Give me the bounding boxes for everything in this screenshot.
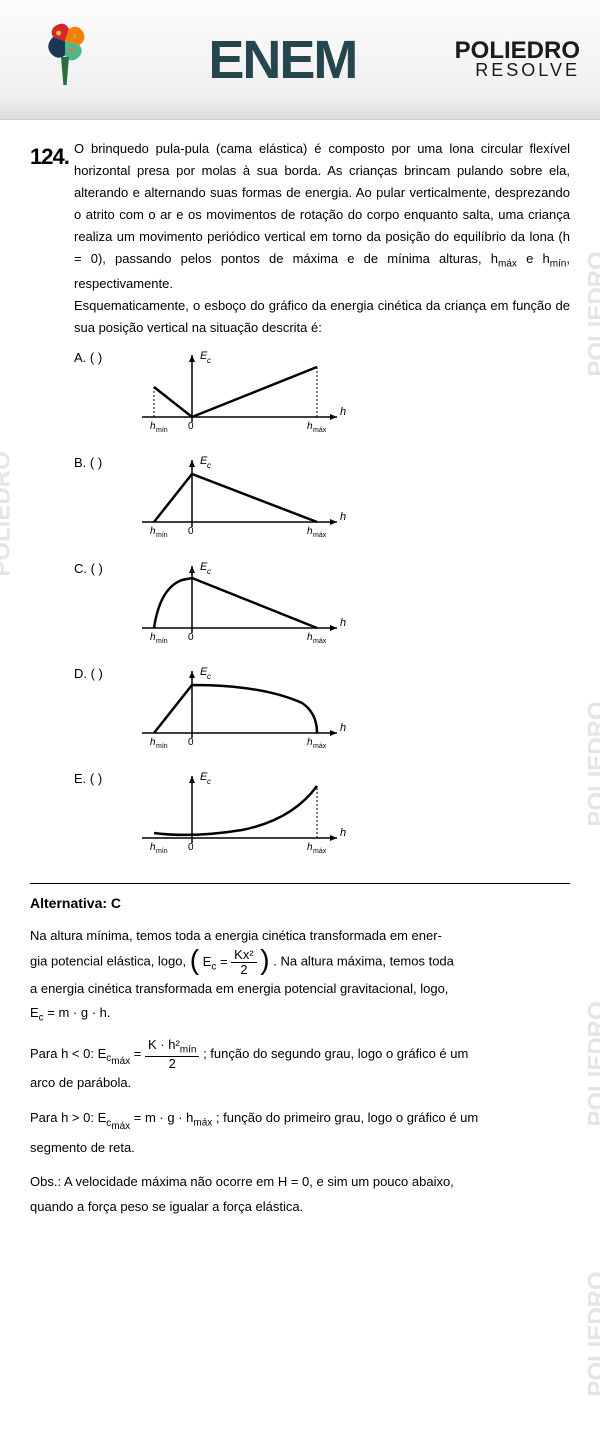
svg-text:c: c [207, 672, 211, 681]
option-c-label: C. ( ) [74, 558, 118, 580]
poliedro-logo: POLIEDRO RESOLVE [455, 40, 580, 80]
question-text1: O brinquedo pula-pula (cama elástica) é … [74, 141, 570, 266]
option-e-label: E. ( ) [74, 768, 118, 790]
option-e: E. ( ) Ec h hmín 0 hmáx [74, 768, 570, 865]
question-number: 124. [30, 138, 74, 339]
svg-text:máx: máx [313, 848, 327, 855]
watermark: POLIEDRO [583, 1271, 600, 1396]
svg-text:mín: mín [156, 743, 168, 750]
sub-max: máx [498, 259, 517, 270]
poliedro-bottom: RESOLVE [455, 62, 580, 79]
page-header: ENEM POLIEDRO RESOLVE [0, 0, 600, 120]
graph-b: Ec h hmín 0 hmáx [122, 452, 352, 549]
poliedro-top: POLIEDRO [455, 40, 580, 63]
content-area: 124. O brinquedo pula-pula (cama elástic… [0, 120, 600, 1254]
sub-min: mín [550, 259, 567, 270]
answer-p4: Obs.: A velocidade máxima não ocorre em … [30, 1170, 570, 1219]
option-a-label: A. ( ) [74, 347, 118, 369]
enem-logo: ENEM [110, 29, 455, 91]
svg-text:c: c [207, 567, 211, 576]
option-d-label: D. ( ) [74, 663, 118, 685]
svg-text:h: h [340, 511, 346, 523]
answer-p3: Para h > 0: Ecmáx = m · g · hmáx ; funçã… [30, 1106, 570, 1160]
svg-text:h: h [340, 827, 346, 839]
answer-title: Alternativa: C [30, 892, 570, 916]
svg-text:c: c [207, 461, 211, 470]
svg-text:0: 0 [188, 526, 194, 537]
svg-text:c: c [207, 356, 211, 365]
svg-text:0: 0 [188, 632, 194, 643]
svg-text:mín: mín [156, 427, 168, 434]
answer-p1: Na altura mínima, temos toda a energia c… [30, 924, 570, 1028]
option-b-label: B. ( ) [74, 452, 118, 474]
graph-a: Ec h hmín 0 hmáx [122, 347, 352, 444]
option-c: C. ( ) Ec h hmín 0 hmáx [74, 558, 570, 655]
graph-c: Ec h hmín 0 hmáx [122, 558, 352, 655]
graph-e: Ec h hmín 0 hmáx [122, 768, 352, 865]
question-body: O brinquedo pula-pula (cama elástica) é … [74, 138, 570, 339]
puzzle-logo-icon [20, 17, 110, 102]
svg-text:máx: máx [313, 638, 327, 645]
separator [30, 883, 570, 884]
svg-text:máx: máx [313, 532, 327, 539]
answer-block: Alternativa: C Na altura mínima, temos t… [30, 892, 570, 1220]
svg-text:h: h [340, 722, 346, 734]
svg-text:0: 0 [188, 421, 194, 432]
svg-text:máx: máx [313, 743, 327, 750]
svg-text:máx: máx [313, 427, 327, 434]
option-b: B. ( ) Ec h hmín 0 hmáx [74, 452, 570, 549]
option-d: D. ( ) Ec h hmín 0 hmáx [74, 663, 570, 760]
graph-d: Ec h hmín 0 hmáx [122, 663, 352, 760]
svg-text:h: h [340, 617, 346, 629]
svg-text:0: 0 [188, 737, 194, 748]
svg-text:0: 0 [188, 842, 194, 853]
question-row: 124. O brinquedo pula-pula (cama elástic… [30, 138, 570, 339]
answer-p2: Para h < 0: Ecmáx = K · h²mín2 ; função … [30, 1038, 570, 1096]
option-a: A. ( ) Ec h hmín 0 hmáx [74, 347, 570, 444]
svg-text:mín: mín [156, 532, 168, 539]
question-text2: e h [517, 251, 550, 266]
svg-text:h: h [340, 406, 346, 418]
svg-text:mín: mín [156, 848, 168, 855]
question-line2: Esquematicamente, o esboço do gráfico da… [74, 298, 570, 335]
svg-text:mín: mín [156, 638, 168, 645]
svg-text:c: c [207, 777, 211, 786]
